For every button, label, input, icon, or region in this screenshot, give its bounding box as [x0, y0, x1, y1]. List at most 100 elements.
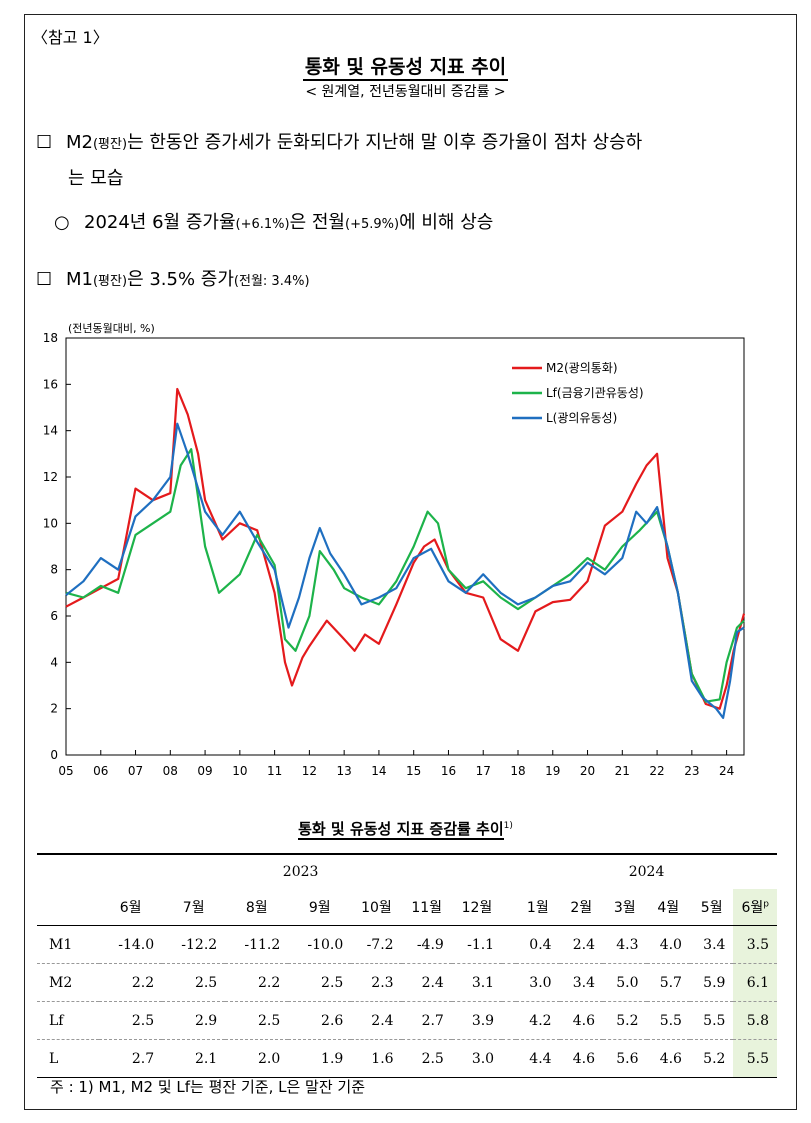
table-cell: 3.0	[451, 1039, 503, 1078]
checkbox-icon: ☐	[36, 132, 53, 153]
growth-table: 2023 2024 6월 7월 8월 9월 10월 11월 12월 1월 2월 3월 4월 5월 6월p…	[37, 853, 777, 1078]
table-cell: 2.5	[162, 963, 226, 1002]
x-tick-label: 13	[337, 764, 352, 778]
series-line-0	[65, 387, 746, 710]
month-header: 4월	[657, 900, 680, 916]
month-header: 12월	[461, 900, 493, 916]
bullet-m2-detail: ○ 2024년 6월 증가율(+6.1%)은 전월(+5.9%)에 비해 상승	[54, 206, 493, 242]
year-2024: 2024	[628, 864, 665, 880]
table-cell: 2.2	[225, 963, 289, 1002]
x-tick-label: 07	[128, 764, 143, 778]
y-tick-label: 16	[43, 377, 58, 391]
x-tick-label: 05	[58, 764, 73, 778]
x-tick-label: 09	[197, 764, 212, 778]
table-cell: -12.2	[162, 925, 226, 964]
y-tick-label: 2	[50, 702, 58, 716]
legend-label: M2(광의통화)	[546, 361, 618, 375]
table-cell: 2.5	[401, 1039, 452, 1078]
table-cell: 2.9	[162, 1001, 226, 1040]
table-cell: 3.5	[733, 925, 777, 964]
year-2023: 2023	[282, 864, 319, 880]
series-line-2	[65, 422, 745, 719]
legend-label: L(광의유동성)	[546, 411, 617, 425]
x-tick-label: 23	[684, 764, 699, 778]
y-tick-label: 0	[50, 748, 58, 762]
table-cell: -14.0	[99, 925, 163, 964]
x-tick-label: 10	[232, 764, 247, 778]
table-cell: 5.5	[646, 1001, 690, 1040]
plot-area	[65, 337, 745, 756]
table-cell: 3.1	[451, 963, 503, 1002]
table-cell: 5.8	[733, 1001, 777, 1040]
month-header: 9월	[308, 900, 331, 916]
table-row: M2 2.2 2.5 2.2 2.5 2.3 2.4 3.1 3.0 3.4 5.0 5.7 5.9 6.…	[37, 963, 777, 1002]
y-tick-label: 14	[43, 424, 58, 438]
table-cell: -10.0	[288, 925, 352, 964]
table-cell: 2.7	[99, 1039, 163, 1078]
row-label: Lf	[37, 1001, 100, 1040]
table-cell: 5.5	[733, 1039, 777, 1078]
month-header: 6월	[119, 900, 142, 916]
table-cell: 5.5	[689, 1001, 734, 1040]
month-header: 1월	[526, 900, 549, 916]
reference-tag: 〈참고 1〉	[32, 28, 109, 47]
month-header: 3월	[613, 900, 636, 916]
row-label: L	[37, 1039, 100, 1078]
month-header: 6월	[741, 900, 764, 916]
table-row: M1 -14.0 -12.2 -11.2 -10.0 -7.2 -4.9 -1.1 0.4 2.4…	[37, 925, 777, 964]
table-cell: -7.2	[351, 925, 402, 964]
y-tick-label: 12	[43, 470, 58, 484]
table-cell: 3.4	[559, 963, 604, 1002]
table-cell: 2.3	[351, 963, 402, 1002]
x-tick-label: 11	[267, 764, 282, 778]
x-tick-label: 24	[719, 764, 734, 778]
table-cell: 2.2	[99, 963, 163, 1002]
page-frame	[24, 14, 797, 1110]
table-month-row: 6월 7월 8월 9월 10월 11월 12월 1월 2월 3월 4월 5월 6월p	[37, 889, 777, 926]
table-cell: -1.1	[451, 925, 503, 964]
x-tick-label: 22	[649, 764, 664, 778]
x-tick-label: 19	[545, 764, 560, 778]
table-cell: 1.6	[351, 1039, 402, 1078]
table-row: Lf 2.5 2.9 2.5 2.6 2.4 2.7 3.9 4.2 4.6 5.2 5.5 5.5 5.…	[37, 1001, 777, 1040]
table-cell: 3.0	[516, 963, 560, 1002]
table-cell: 5.6	[603, 1039, 647, 1078]
table-cell: 5.0	[603, 963, 647, 1002]
table-cell: 4.3	[603, 925, 647, 964]
table-cell: 4.6	[646, 1039, 690, 1078]
table-cell: 4.0	[646, 925, 690, 964]
table-row: L 2.7 2.1 2.0 1.9 1.6 2.5 3.0 4.4 4.6 5.6 4.6 5.2 5.5	[37, 1039, 777, 1078]
table-cell: 3.4	[689, 925, 734, 964]
month-header: 11월	[411, 900, 443, 916]
table-cell: 4.2	[516, 1001, 560, 1040]
table-cell: 2.4	[559, 925, 604, 964]
table-cell: 4.4	[516, 1039, 560, 1078]
row-label: M1	[37, 925, 100, 964]
table-cell: 2.4	[351, 1001, 402, 1040]
table-cell: 5.2	[689, 1039, 734, 1078]
table-cell: 5.2	[603, 1001, 647, 1040]
chart-unit-label: (전년동월대비, %)	[68, 322, 155, 335]
row-label: M2	[37, 963, 100, 1002]
x-tick-label: 06	[93, 764, 108, 778]
x-tick-label: 21	[615, 764, 630, 778]
x-tick-label: 17	[476, 764, 491, 778]
table-cell: 2.5	[288, 963, 352, 1002]
table-cell: -4.9	[401, 925, 452, 964]
month-header: 8월	[245, 900, 268, 916]
table-cell: 2.4	[401, 963, 452, 1002]
x-tick-label: 16	[441, 764, 456, 778]
table-year-row: 2023 2024	[37, 853, 777, 889]
circle-bullet-icon: ○	[54, 212, 70, 233]
x-tick-label: 14	[371, 764, 386, 778]
month-header: 5월	[700, 900, 723, 916]
y-tick-label: 18	[43, 331, 58, 345]
y-tick-label: 10	[43, 516, 58, 530]
table-cell: 1.9	[288, 1039, 352, 1078]
month-header: 2월	[570, 900, 593, 916]
month-header: 7월	[182, 900, 205, 916]
table-cell: 2.6	[288, 1001, 352, 1040]
table-cell: 5.7	[646, 963, 690, 1002]
y-tick-label: 6	[50, 609, 58, 623]
series-line-1	[65, 448, 745, 703]
